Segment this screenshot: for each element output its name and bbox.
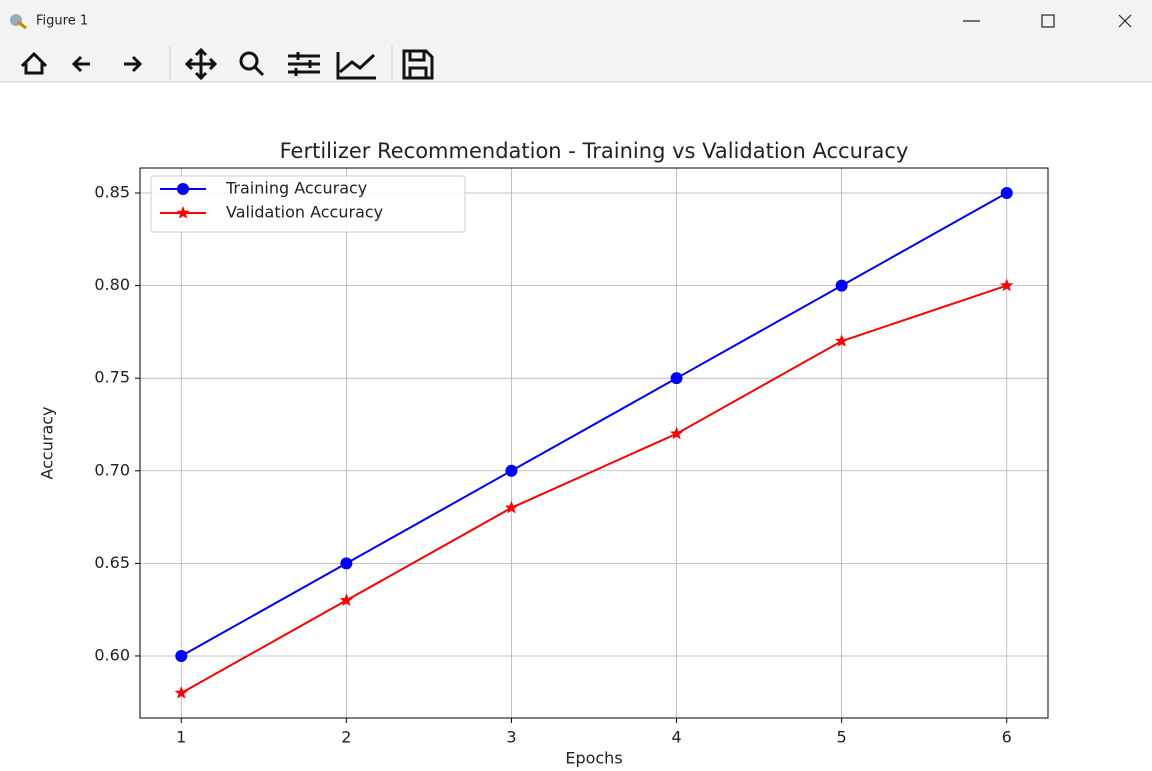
x-tick-label: 4 (671, 728, 681, 747)
window-title: Figure 1 (36, 14, 88, 29)
marker (174, 686, 188, 699)
series-line (180, 284, 1008, 694)
marker (669, 426, 684, 440)
marker (1000, 278, 1014, 292)
x-tick-label: 6 (1002, 728, 1012, 747)
marker (505, 464, 518, 477)
save-button[interactable] (402, 49, 434, 80)
maximize-button[interactable] (1041, 14, 1055, 28)
x-axis-label: Epochs (565, 749, 622, 768)
marker (1000, 187, 1013, 199)
legend-marker (176, 206, 190, 219)
legend-label: Validation Accuracy (226, 203, 383, 222)
marker (834, 334, 849, 347)
pan-button[interactable] (184, 47, 218, 81)
y-tick-label: 0.70 (94, 460, 130, 479)
y-tick-label: 0.75 (94, 368, 130, 387)
configure-button[interactable] (288, 52, 320, 76)
y-axis-label: Accuracy (38, 406, 57, 479)
x-tick-label: 2 (341, 728, 351, 747)
y-tick-label: 0.60 (94, 645, 130, 664)
marker (175, 649, 188, 662)
back-button[interactable] (71, 55, 90, 73)
x-tick-label: 1 (176, 728, 186, 747)
forward-button[interactable] (124, 55, 143, 73)
x-tick-label: 5 (837, 728, 847, 747)
legend-label: Training Accuracy (225, 179, 367, 198)
plot-frame (139, 167, 1049, 719)
y-tick-label: 0.80 (94, 275, 130, 294)
window-chrome (0, 0, 1152, 82)
legend-marker (177, 183, 189, 195)
marker (670, 372, 683, 385)
marker (504, 500, 519, 514)
zoom-button[interactable] (239, 51, 265, 77)
series-line (180, 192, 1008, 657)
close-button[interactable] (1118, 14, 1132, 28)
home-button[interactable] (20, 51, 48, 75)
marker (340, 557, 353, 570)
y-tick-label: 0.65 (94, 553, 130, 572)
x-tick-label: 3 (506, 728, 516, 747)
chart-title: Fertilizer Recommendation - Training vs … (280, 139, 909, 163)
axes-button[interactable] (336, 52, 376, 80)
toolbar (20, 46, 434, 81)
app-icon (10, 14, 27, 30)
y-tick-label: 0.85 (94, 183, 130, 202)
chart: Fertilizer Recommendation - Training vs … (38, 139, 909, 768)
marker (339, 593, 354, 607)
legend-box (150, 175, 466, 233)
marker (835, 279, 848, 292)
window-controls[interactable] (963, 14, 1132, 28)
